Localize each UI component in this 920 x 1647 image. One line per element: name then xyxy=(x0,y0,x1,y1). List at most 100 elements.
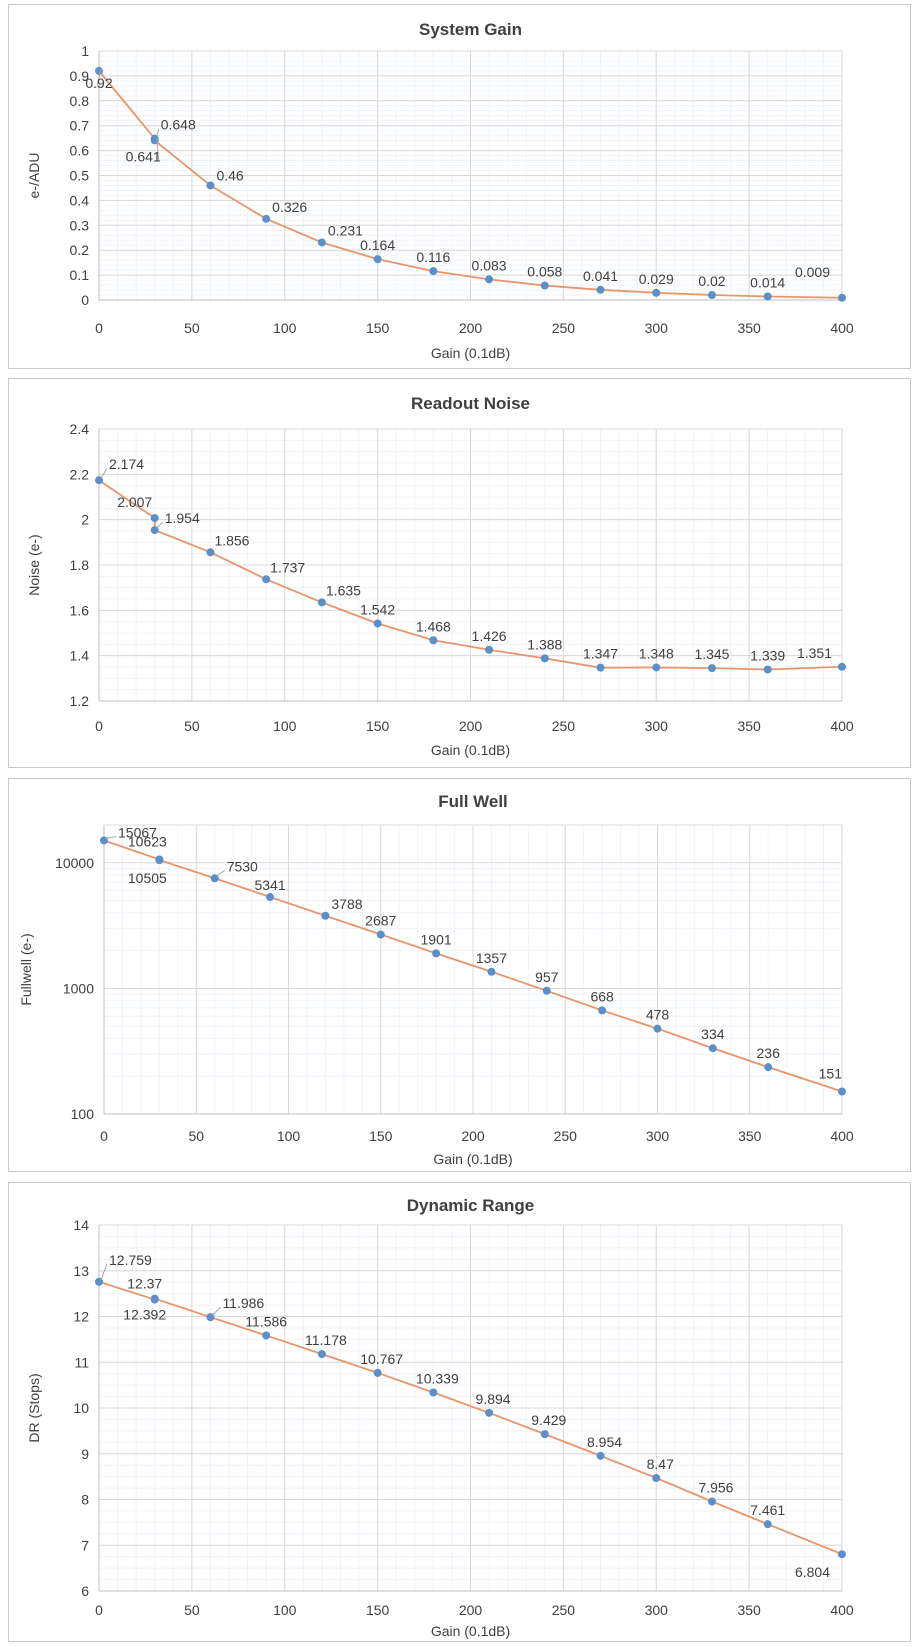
data-point xyxy=(262,214,271,223)
data-point xyxy=(838,293,846,302)
grid xyxy=(103,824,843,1115)
system-gain-chart: System Gain Gain (0.1dB) e-/ADU 0 50 100 150 20… xyxy=(26,20,854,361)
y-tick-label: 0.1 xyxy=(70,267,90,283)
x-tick-label: 400 xyxy=(830,320,854,336)
data-point xyxy=(262,575,271,584)
data-label: 2687 xyxy=(365,912,396,928)
data-point xyxy=(707,1497,716,1506)
data-label: 1357 xyxy=(476,950,507,966)
chart-panel-dynamic-range: Dynamic Range Gain (0.1dB) DR (Stops) 0 50 10… xyxy=(8,1182,911,1642)
data-label: 2.174 xyxy=(109,456,144,472)
y-tick-label: 2.2 xyxy=(70,466,90,482)
data-label: 0.326 xyxy=(272,199,307,215)
data-point xyxy=(838,1087,846,1096)
x-tick-label: 150 xyxy=(366,320,390,336)
data-label-leader xyxy=(100,1263,108,1280)
data-label: 7530 xyxy=(227,858,258,874)
x-tick-label: 350 xyxy=(738,1128,762,1144)
y-tick-label: 10 xyxy=(73,1400,89,1416)
data-point xyxy=(317,238,326,247)
y-tick-label: 1 xyxy=(81,43,89,59)
x-tick-label: 0 xyxy=(95,1602,103,1618)
data-label-leader xyxy=(96,68,102,88)
y-tick-label: 0.8 xyxy=(70,93,90,109)
chart-title: Dynamic Range xyxy=(407,1196,535,1215)
data-label-leader xyxy=(156,128,160,137)
chart-title: Full Well xyxy=(438,792,508,811)
data-label: 8.954 xyxy=(587,1434,622,1450)
dynamic-range-chart: Dynamic Range Gain (0.1dB) DR (Stops) 0 50 10… xyxy=(26,1196,854,1639)
data-label-leader xyxy=(156,521,164,529)
data-label: 9.894 xyxy=(476,1391,511,1407)
y-tick-label: 1000 xyxy=(63,980,94,996)
y-tick-label: 0.2 xyxy=(70,242,90,258)
data-point xyxy=(266,893,275,902)
data-point xyxy=(95,1277,103,1286)
x-tick-label: 200 xyxy=(461,1128,485,1144)
y-tick-label: 2 xyxy=(81,512,89,528)
data-point xyxy=(596,285,605,294)
x-tick-label: 200 xyxy=(459,718,483,734)
data-label: 236 xyxy=(757,1045,781,1061)
x-tick-label: 50 xyxy=(184,320,200,336)
x-tick-label: 50 xyxy=(188,1128,204,1144)
data-label: 0.009 xyxy=(795,264,830,280)
x-tick-label: 300 xyxy=(646,1128,670,1144)
data-label-leader xyxy=(100,467,108,479)
data-label: 0.083 xyxy=(472,257,507,273)
data-point xyxy=(155,856,164,865)
y-tick-label: 0.7 xyxy=(70,118,90,134)
data-point xyxy=(429,267,438,276)
data-label: 1.339 xyxy=(750,647,785,663)
y-tick-label: 11 xyxy=(74,1354,89,1370)
data-label: 12.392 xyxy=(123,1307,166,1323)
y-tick-label: 0.9 xyxy=(70,68,90,84)
x-tick-label: 250 xyxy=(554,1128,578,1144)
data-point xyxy=(485,645,494,654)
data-label: 10623 xyxy=(128,834,167,850)
data-label: 1.388 xyxy=(527,636,562,652)
data-label: 6.804 xyxy=(795,1564,830,1580)
x-tick-label: 400 xyxy=(830,718,854,734)
data-label-leader xyxy=(156,138,160,161)
data-label: 1.737 xyxy=(270,559,305,575)
data-label: 8.47 xyxy=(647,1456,674,1472)
data-label: 1.954 xyxy=(165,510,200,526)
readout-noise-chart: Readout Noise Gain (0.1dB) Noise (e-) 0 50 10… xyxy=(26,394,854,758)
chart-panel-system-gain: System Gain Gain (0.1dB) e-/ADU 0 50 100 150 20… xyxy=(8,4,911,369)
x-tick-label: 400 xyxy=(830,1128,854,1144)
data-point xyxy=(321,911,330,920)
data-point xyxy=(317,598,326,607)
data-label: 10505 xyxy=(128,870,167,886)
data-label: 1901 xyxy=(421,931,452,947)
data-point xyxy=(429,1388,438,1397)
data-point xyxy=(376,930,385,939)
data-point xyxy=(763,665,772,674)
x-tick-label: 350 xyxy=(737,1602,761,1618)
data-point xyxy=(596,1451,605,1460)
data-point xyxy=(262,1331,271,1340)
data-label: 3788 xyxy=(331,896,362,912)
data-point xyxy=(838,662,846,671)
chart-panel-readout-noise: Readout Noise Gain (0.1dB) Noise (e-) 0 50 10… xyxy=(8,378,911,768)
data-point xyxy=(150,1294,159,1303)
data-label: 1.426 xyxy=(472,628,507,644)
grid xyxy=(98,428,843,702)
y-axis-label: Fullwell (e-) xyxy=(18,933,34,1005)
data-point xyxy=(317,1350,326,1359)
data-point xyxy=(707,664,716,673)
y-tick-label: 0.5 xyxy=(70,168,90,184)
data-label: 12.759 xyxy=(109,1252,152,1268)
x-tick-label: 100 xyxy=(273,1602,297,1618)
y-tick-label: 0 xyxy=(81,292,89,308)
data-point xyxy=(764,1063,773,1072)
data-label: 11.586 xyxy=(245,1313,287,1329)
data-label: 1.351 xyxy=(797,645,832,661)
data-point xyxy=(150,514,159,523)
data-label: 2.007 xyxy=(117,494,152,510)
y-tick-label: 0.4 xyxy=(70,192,90,208)
x-tick-label: 50 xyxy=(184,1602,200,1618)
data-label-leader xyxy=(105,835,117,839)
data-label: 668 xyxy=(590,988,614,1004)
data-label: 12.37 xyxy=(127,1276,162,1292)
